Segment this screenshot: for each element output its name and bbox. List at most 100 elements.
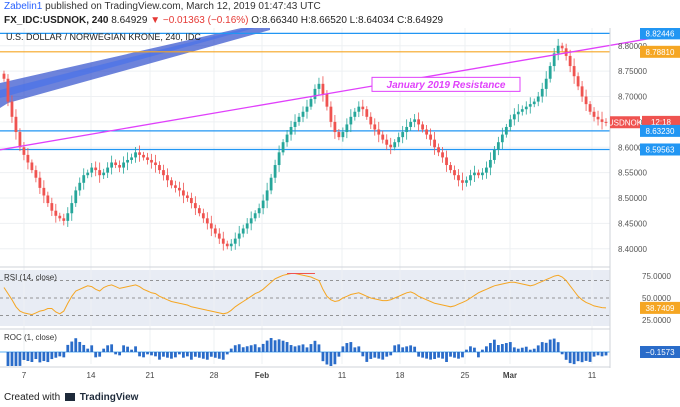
roc-bar [197,352,201,358]
roc-bar [421,352,425,358]
roc-bar [600,352,604,357]
roc-bar [373,352,377,358]
roc-bar [528,349,532,352]
trendline [0,32,680,151]
roc-bar [150,352,153,356]
roc-bar [564,352,568,360]
roc-bar [289,345,293,352]
candle-body [74,190,78,204]
candle-body [309,99,313,107]
roc-bar [409,345,413,352]
roc-bar [110,344,114,352]
candle-body [281,142,285,153]
candle-body [285,134,289,143]
roc-bar [568,352,572,364]
candle-body [14,116,18,133]
candle-body [245,223,249,229]
created-with: Created with [4,392,61,403]
candle-body [417,119,421,125]
roc-bar [457,352,460,359]
roc-bar [185,352,189,357]
candle-body [357,106,361,112]
candle-body [301,111,305,117]
candle-body [6,78,10,102]
candle-body [86,172,90,176]
roc-bar [237,344,241,352]
roc-bar [317,344,321,352]
candle-body [560,45,564,49]
roc-bar [102,348,106,352]
candle-body [504,126,508,135]
candle-body [465,180,468,183]
trend-channel [0,28,270,108]
roc-bar [532,348,536,352]
roc-bar [178,352,181,355]
roc-bar [30,352,34,363]
roc-bar [361,352,365,357]
candle-body [201,213,205,219]
roc-bar [584,352,588,361]
roc-bar [118,352,122,356]
roc-bar [465,349,468,352]
roc-bar [134,346,137,352]
symbol-label: FX_IDC:USDNOK, 240 [4,15,109,26]
price-label: 8.63230 [646,127,675,136]
roc-bar [158,352,161,360]
candle-body [365,109,369,117]
roc-bar [548,339,552,352]
candle-body [50,203,54,211]
candle-body [66,213,70,221]
candle-body [265,190,269,201]
candle-body [38,177,42,188]
candle-body [580,86,584,97]
roc-bar [245,346,249,352]
y-tick-label: 8.70000 [618,93,647,102]
roc-bar [217,352,221,359]
x-tick-label: 11 [338,371,347,380]
roc-bar [285,342,289,352]
candle-body [297,116,301,122]
candle-body [584,96,588,105]
rsi-last-label: 38.7409 [646,304,675,313]
x-tick-label: 18 [396,371,405,380]
roc-bar [461,352,464,358]
roc-bar [130,349,133,352]
annotation-text: January 2019 Resistance [387,80,506,91]
roc-bar [229,348,233,352]
roc-bar [233,345,237,352]
roc-bar [596,352,600,356]
roc-bar [325,352,329,365]
author-link[interactable]: Zabelin1 [4,1,43,12]
roc-bar [213,352,217,358]
rsi-line [3,273,607,316]
candle-body [102,172,106,176]
price-chart[interactable]: January 2019 Resistance 75.0000 50.0000 25… [0,28,680,388]
y-tick-label: 8.45000 [618,219,647,228]
roc-bar [405,346,409,352]
roc-bar [544,342,548,352]
price-label: 8.82446 [646,29,675,38]
candle-body [469,175,472,181]
roc-bar [38,352,42,363]
candle-body [78,182,82,191]
roc-bar [353,347,357,352]
candle-body [377,129,381,135]
tradingview-brand[interactable]: TradingView [79,392,139,403]
candle-body [516,111,520,115]
roc-bar [504,343,508,352]
chart-title: U.S. DOLLAR / NORWEGIAN KRONE, 240, IDC [6,32,201,42]
candle-body [389,144,393,148]
candle-body [277,152,281,166]
candle-body [170,180,173,186]
candle-body [361,106,365,110]
roc-bar [572,352,576,365]
candle-body [189,198,193,204]
candle-body [429,134,432,140]
candle-body [528,104,532,107]
candle-body [146,157,149,160]
tv-logo-icon [64,393,75,402]
y-tick-label: 8.80000 [618,42,647,51]
candle-body [229,243,233,247]
candle-body [138,152,141,155]
